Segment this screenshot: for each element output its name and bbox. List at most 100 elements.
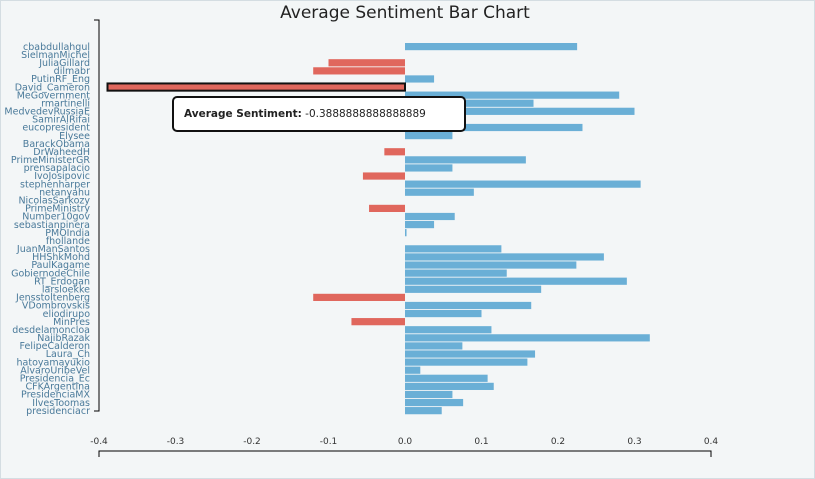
- category-label: MinPres: [53, 317, 90, 328]
- category-label: dilmabr: [54, 66, 90, 77]
- bar[interactable]: [351, 318, 405, 326]
- category-label: eucopresident: [22, 123, 90, 134]
- x-tick-label: -0.2: [243, 437, 261, 447]
- x-tick-labels: -0.4 -0.3 -0.2 -0.1 0.0 0.1 0.2 0.3 0.4: [90, 437, 718, 447]
- category-label: PaulKagame: [31, 260, 90, 271]
- bar[interactable]: [405, 245, 502, 253]
- x-tick-label: 0.2: [551, 437, 565, 447]
- category-label: SamirAlRifai: [32, 115, 90, 126]
- bar[interactable]: [405, 326, 492, 334]
- y-axis: [94, 19, 100, 412]
- category-label: PrimeMinistry: [25, 204, 90, 215]
- bar[interactable]: [405, 91, 620, 99]
- bar[interactable]: [405, 309, 482, 318]
- category-label: PresidenciaMX: [21, 390, 90, 401]
- bar[interactable]: [405, 75, 435, 83]
- category-label: FelipeCalderon: [20, 341, 90, 352]
- bar[interactable]: [405, 156, 526, 164]
- category-label: PrimeMinisterGR: [11, 155, 90, 166]
- category-label: presidenciacr: [26, 406, 90, 417]
- category-label: RT_Erdogan: [34, 276, 90, 287]
- category-label: Jensstoltenberg: [15, 293, 90, 304]
- category-label: VDombrovskis: [22, 301, 90, 312]
- bar[interactable]: [405, 220, 435, 229]
- bar[interactable]: [362, 172, 405, 180]
- category-label: prensapalacio: [24, 163, 91, 174]
- chart-title: Average Sentiment Bar Chart: [280, 3, 530, 23]
- category-label: GobiernodeChile: [11, 268, 90, 279]
- x-tick-label: 0.3: [627, 437, 641, 447]
- bar[interactable]: [405, 107, 635, 115]
- category-label: netanyahu: [39, 187, 90, 198]
- x-tick-label: 0.0: [398, 437, 413, 447]
- bar[interactable]: [405, 398, 464, 407]
- bar[interactable]: [328, 59, 406, 67]
- category-label: sebastianpinera: [14, 220, 90, 231]
- category-label: PMOIndia: [45, 228, 90, 239]
- bar[interactable]: [405, 301, 532, 310]
- category-label: rmartinelli: [41, 98, 90, 109]
- category-label: Laura_Ch: [46, 349, 90, 360]
- category-label: larsloekke: [42, 285, 90, 296]
- category-label: AlvaroUribeVel: [20, 365, 90, 376]
- bar[interactable]: [405, 382, 494, 390]
- category-label: fhollande: [46, 236, 90, 247]
- category-label: CFKArgentina: [25, 382, 90, 393]
- bar[interactable]: [405, 212, 455, 221]
- x-axis: [98, 450, 712, 457]
- bar[interactable]: [313, 67, 405, 75]
- category-label: NicolasSarkozy: [18, 196, 90, 207]
- category-label: Elysee: [59, 131, 90, 142]
- bar[interactable]: [405, 229, 407, 237]
- bar[interactable]: [384, 148, 405, 156]
- bar[interactable]: [405, 123, 583, 132]
- x-tick-label: 0.4: [704, 437, 719, 447]
- category-label: Presidencia_Ec: [20, 373, 90, 384]
- bar[interactable]: [405, 285, 542, 293]
- x-tick-label: -0.1: [320, 437, 338, 447]
- tooltip-label: Average Sentiment:: [184, 108, 302, 120]
- bar[interactable]: [405, 131, 453, 140]
- category-label: MedvedevRussiaE: [4, 107, 90, 118]
- bar[interactable]: [405, 342, 463, 350]
- category-label: PutinRF_Eng: [31, 74, 90, 85]
- category-label: eliodirupo: [43, 309, 91, 320]
- category-label: BarackObama: [23, 139, 90, 150]
- bar[interactable]: [369, 204, 405, 212]
- bar[interactable]: [313, 293, 405, 301]
- bar[interactable]: [405, 390, 453, 399]
- bar[interactable]: [405, 269, 507, 277]
- bar[interactable]: [405, 253, 604, 261]
- category-label: David_Cameron: [15, 82, 90, 93]
- bar[interactable]: [405, 188, 474, 196]
- category-label: desdelamoncloa: [12, 325, 90, 336]
- bar[interactable]: [405, 261, 577, 269]
- category-label: IlvesToomas: [32, 398, 90, 409]
- bar[interactable]: [405, 43, 578, 51]
- bar[interactable]: [405, 277, 627, 285]
- bar[interactable]: [405, 99, 534, 107]
- bar[interactable]: [405, 407, 442, 415]
- category-label: JuliaGillard: [38, 58, 90, 69]
- bar[interactable]: [106, 82, 406, 92]
- bar[interactable]: [405, 164, 453, 172]
- bar[interactable]: [405, 374, 488, 382]
- bar[interactable]: [405, 334, 650, 342]
- category-label: cbabdullahgul: [23, 42, 90, 53]
- category-label: DrWaheedH: [33, 147, 90, 158]
- category-label: HHShkMohd: [32, 252, 90, 263]
- bar[interactable]: [405, 366, 421, 374]
- tooltip-value: -0.3888888888888889: [305, 108, 426, 120]
- category-label: stephenharper: [20, 179, 90, 190]
- category-label: JuanManSantos: [16, 244, 90, 255]
- bar[interactable]: [405, 350, 536, 358]
- category-label: Number10gov: [22, 212, 90, 223]
- bar[interactable]: [405, 358, 528, 366]
- bar[interactable]: [405, 180, 641, 188]
- category-labels: cbabdullahgulSielmanMichelJuliaGillarddi…: [4, 42, 90, 417]
- category-label: SielmanMichel: [21, 50, 90, 61]
- bars-group: [106, 43, 650, 415]
- category-label: hatoyamayukio: [17, 357, 91, 368]
- category-label: IvoJosipovic: [34, 171, 90, 182]
- category-label: MeGovernment: [17, 90, 91, 101]
